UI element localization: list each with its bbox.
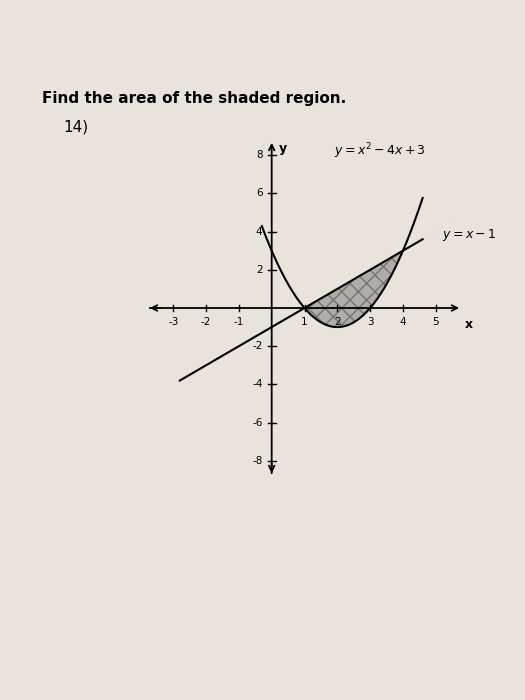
Text: 8: 8 <box>256 150 262 160</box>
Text: 4: 4 <box>400 316 406 327</box>
Text: -1: -1 <box>234 316 244 327</box>
Text: 2: 2 <box>256 265 262 275</box>
Text: -8: -8 <box>252 456 262 466</box>
Text: 1: 1 <box>301 316 308 327</box>
Text: $y = x - 1$: $y = x - 1$ <box>442 228 497 244</box>
Text: 3: 3 <box>367 316 373 327</box>
Text: 5: 5 <box>433 316 439 327</box>
Text: 4: 4 <box>256 227 262 237</box>
Text: -3: -3 <box>168 316 178 327</box>
Text: -2: -2 <box>252 341 262 351</box>
Text: $y = x^2 - 4x + 3$: $y = x^2 - 4x + 3$ <box>334 141 426 161</box>
Text: -6: -6 <box>252 417 262 428</box>
Text: 14): 14) <box>63 119 88 134</box>
Text: y: y <box>279 142 287 155</box>
Text: -2: -2 <box>201 316 211 327</box>
Text: -4: -4 <box>252 379 262 389</box>
Text: Find the area of the shaded region.: Find the area of the shaded region. <box>42 91 347 106</box>
Text: 2: 2 <box>334 316 341 327</box>
Text: x: x <box>465 318 474 332</box>
Text: 6: 6 <box>256 188 262 199</box>
